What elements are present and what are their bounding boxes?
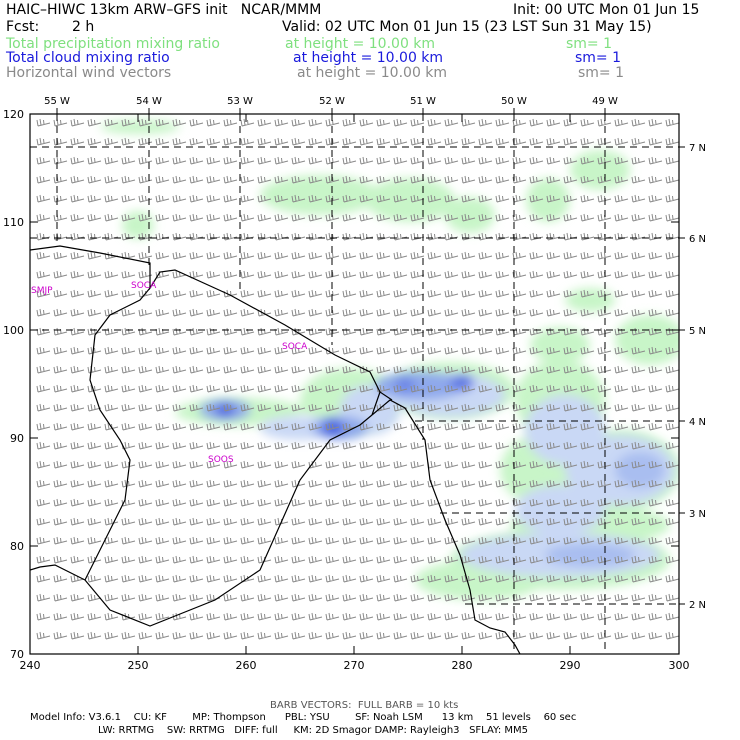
field-precip-height: at height = 10.00 km: [285, 36, 436, 52]
x-tick-label: 300: [669, 659, 690, 672]
longitude-label: 53 W: [227, 96, 253, 107]
model-info-line1: Model Info: V3.6.1 CU: KF MP: Thompson P…: [30, 712, 577, 723]
latitude-label: 3 N: [689, 509, 706, 520]
longitude-label: 51 W: [410, 96, 436, 107]
latitude-label: 2 N: [689, 600, 706, 611]
barb-vectors-note: BARB VECTORS: FULL BARB = 10 kts: [270, 700, 459, 711]
valid-time: Valid: 02 UTC Mon 01 Jun 15 (23 LST Sun …: [282, 19, 652, 35]
product-title: HAIC–HIWC 13km ARW–GFS init NCAR/MMM: [6, 2, 322, 18]
field-precip-name: Total precipitation mixing ratio: [6, 36, 220, 52]
field-wind-height: at height = 10.00 km: [297, 65, 448, 81]
y-tick-label: 120: [3, 108, 24, 121]
latitude-label: 4 N: [689, 417, 706, 428]
y-tick-label: 110: [3, 216, 24, 229]
y-tick-label: 100: [3, 324, 24, 337]
latitude-label: 7 N: [689, 143, 706, 154]
x-tick-label: 250: [128, 659, 149, 672]
field-wind-name: Horizontal wind vectors: [6, 65, 172, 81]
wind-barbs: [36, 118, 679, 640]
precip-field: [100, 120, 679, 600]
init-time: Init: 00 UTC Mon 01 Jun 15: [513, 2, 700, 18]
latitude-label: 6 N: [689, 234, 706, 245]
y-tick-label: 70: [10, 648, 24, 661]
latlon-grid: [30, 114, 679, 654]
field-cloud-height: at height = 10.00 km: [293, 50, 444, 66]
field-cloud-name: Total cloud mixing ratio: [6, 50, 170, 66]
model-info-line2: LW: RRTMG SW: RRTMG DIFF: full KM: 2D Sm…: [98, 725, 528, 736]
y-tick-label: 90: [10, 432, 24, 445]
longitude-label: 52 W: [319, 96, 345, 107]
station-label: SOCA: [131, 281, 157, 291]
longitude-label: 49 W: [592, 96, 618, 107]
forecast-hour: 2 h: [72, 19, 95, 35]
x-tick-label: 260: [236, 659, 257, 672]
field-precip-sm: sm= 1: [566, 36, 613, 52]
field-wind-sm: sm= 1: [578, 65, 625, 81]
x-tick-label: 240: [20, 659, 41, 672]
y-tick-label: 80: [10, 540, 24, 553]
field-cloud-sm: sm= 1: [575, 50, 622, 66]
wind-barb-set: [36, 118, 679, 640]
x-tick-label: 290: [560, 659, 581, 672]
longitude-label: 54 W: [136, 96, 162, 107]
coastline: [30, 245, 521, 654]
latitude-label: 5 N: [689, 326, 706, 337]
station-label: SOCA: [282, 342, 308, 352]
station-label: SOOS: [208, 455, 234, 465]
longitude-label: 50 W: [501, 96, 527, 107]
x-tick-label: 280: [452, 659, 473, 672]
forecast-label: Fcst:: [6, 19, 40, 35]
x-tick-label: 270: [344, 659, 365, 672]
station-label: SMJP: [31, 286, 53, 296]
longitude-label: 55 W: [44, 96, 70, 107]
